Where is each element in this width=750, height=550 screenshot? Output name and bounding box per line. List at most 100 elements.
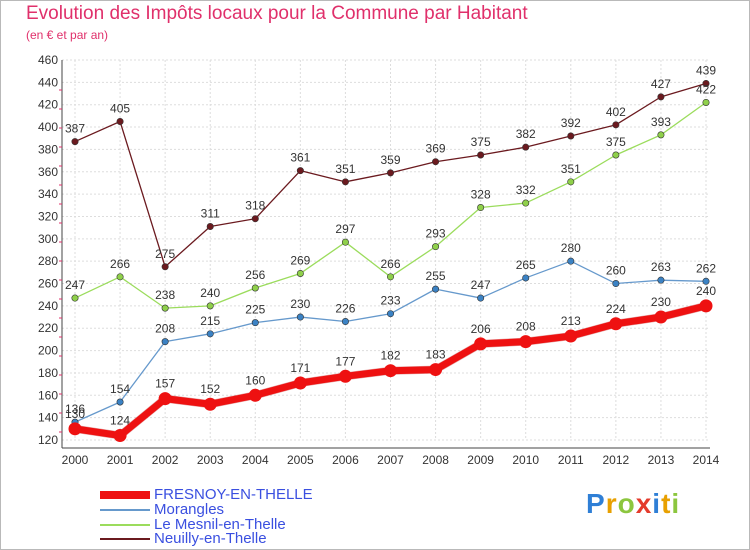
data-point-neuilly-en-thelle (432, 158, 440, 166)
data-label-neuilly-en-thelle: 369 (426, 142, 446, 156)
data-label-neuilly-en-thelle: 405 (110, 101, 130, 115)
data-point-fresnoy-en-thelle (609, 317, 623, 331)
data-point-neuilly-en-thelle (612, 121, 620, 129)
data-point-neuilly-en-thelle (71, 138, 79, 146)
data-label-morangles: 215 (200, 314, 220, 328)
legend-label-neuilly: Neuilly-en-Thelle (154, 530, 267, 547)
data-label-fresnoy-en-thelle: 182 (380, 349, 400, 363)
data-point-neuilly-en-thelle (206, 223, 214, 231)
data-point-le-mesnil-en-thelle (386, 273, 394, 281)
data-label-neuilly-en-thelle: 359 (380, 153, 400, 167)
logo-letter: i (671, 488, 681, 519)
data-point-morangles (477, 294, 485, 302)
logo-letter: i (652, 488, 662, 519)
data-label-fresnoy-en-thelle: 224 (606, 302, 626, 316)
data-label-neuilly-en-thelle: 375 (471, 135, 491, 149)
legend-swatch-fresnoy (100, 491, 150, 499)
data-label-morangles: 260 (606, 264, 626, 278)
legend-label-morangles: Morangles (154, 501, 225, 518)
x-tick-label: 2009 (467, 453, 494, 467)
data-label-fresnoy-en-thelle: 160 (245, 373, 265, 387)
data-point-neuilly-en-thelle (567, 132, 575, 140)
data-point-fresnoy-en-thelle (654, 310, 668, 324)
y-tick-label: 140 (38, 411, 58, 425)
data-label-le-mesnil-en-thelle: 293 (426, 227, 446, 241)
data-label-fresnoy-en-thelle: 213 (561, 314, 581, 328)
logo-letter: r (605, 488, 618, 519)
data-point-neuilly-en-thelle (386, 169, 394, 177)
x-tick-label: 2000 (62, 453, 89, 467)
data-label-morangles: 208 (155, 322, 175, 336)
data-label-neuilly-en-thelle: 351 (335, 162, 355, 176)
data-label-le-mesnil-en-thelle: 269 (290, 253, 310, 267)
data-label-morangles: 136 (65, 402, 85, 416)
data-point-morangles (296, 313, 304, 321)
data-point-le-mesnil-en-thelle (702, 98, 710, 106)
x-tick-label: 2014 (693, 453, 720, 467)
data-label-neuilly-en-thelle: 311 (201, 207, 220, 221)
data-label-neuilly-en-thelle: 387 (65, 122, 85, 136)
y-tick-label: 240 (38, 299, 58, 313)
logo-letter: t (661, 488, 672, 519)
data-label-neuilly-en-thelle: 427 (651, 77, 671, 91)
data-point-morangles (702, 277, 710, 285)
data-point-morangles (522, 274, 530, 282)
data-label-le-mesnil-en-thelle: 332 (516, 183, 536, 197)
data-label-le-mesnil-en-thelle: 266 (380, 257, 400, 271)
data-point-fresnoy-en-thelle (338, 369, 352, 383)
x-tick-label: 2008 (422, 453, 449, 467)
data-label-morangles: 230 (290, 297, 310, 311)
data-point-morangles (432, 285, 440, 293)
data-label-neuilly-en-thelle: 382 (516, 127, 536, 141)
y-tick-label: 300 (38, 232, 58, 246)
data-label-fresnoy-en-thelle: 177 (335, 354, 355, 368)
data-label-le-mesnil-en-thelle: 328 (471, 188, 491, 202)
data-point-le-mesnil-en-thelle (477, 204, 485, 212)
x-tick-label: 2005 (287, 453, 314, 467)
y-tick-label: 260 (38, 277, 58, 291)
y-tick-label: 360 (38, 165, 58, 179)
data-point-fresnoy-en-thelle (519, 335, 533, 349)
x-tick-label: 2013 (648, 453, 675, 467)
y-tick-label: 340 (38, 187, 58, 201)
data-label-fresnoy-en-thelle: 171 (290, 361, 310, 375)
x-tick-label: 2004 (242, 453, 269, 467)
data-label-le-mesnil-en-thelle: 247 (65, 278, 85, 292)
y-tick-label: 460 (38, 53, 58, 67)
data-point-morangles (341, 318, 349, 326)
logo-letter: o (617, 488, 636, 519)
y-tick-label: 400 (38, 120, 58, 134)
data-point-fresnoy-en-thelle (384, 364, 397, 378)
data-point-morangles (206, 330, 214, 338)
data-label-morangles: 255 (426, 269, 446, 283)
data-point-le-mesnil-en-thelle (612, 151, 620, 159)
data-label-morangles: 263 (651, 260, 671, 274)
data-point-le-mesnil-en-thelle (522, 199, 530, 207)
data-point-le-mesnil-en-thelle (657, 131, 665, 139)
data-label-le-mesnil-en-thelle: 393 (651, 115, 671, 129)
x-tick-label: 2007 (377, 453, 404, 467)
y-tick-label: 220 (38, 321, 58, 335)
x-tick-label: 2010 (512, 453, 539, 467)
data-label-fresnoy-en-thelle: 240 (696, 284, 716, 298)
data-point-neuilly-en-thelle (296, 167, 304, 175)
data-label-morangles: 154 (110, 382, 130, 396)
data-label-le-mesnil-en-thelle: 422 (696, 82, 716, 96)
data-label-fresnoy-en-thelle: 130 (65, 407, 85, 421)
data-point-neuilly-en-thelle (702, 79, 710, 87)
x-tick-label: 2001 (107, 453, 134, 467)
logo-letter: x (635, 488, 653, 519)
data-label-neuilly-en-thelle: 402 (606, 105, 626, 119)
data-point-fresnoy-en-thelle (113, 429, 127, 443)
chart-subtitle: (en € et par an) (26, 28, 109, 42)
data-point-le-mesnil-en-thelle (432, 243, 440, 251)
data-point-neuilly-en-thelle (657, 93, 665, 101)
data-point-morangles (116, 398, 124, 406)
x-tick-label: 2006 (332, 453, 359, 467)
x-tick-label: 2002 (152, 453, 179, 467)
data-point-morangles (251, 319, 259, 327)
y-tick-label: 200 (38, 344, 58, 358)
data-point-le-mesnil-en-thelle (116, 273, 124, 281)
legend-swatch-le-mesnil (100, 524, 150, 526)
data-point-morangles (567, 257, 575, 265)
